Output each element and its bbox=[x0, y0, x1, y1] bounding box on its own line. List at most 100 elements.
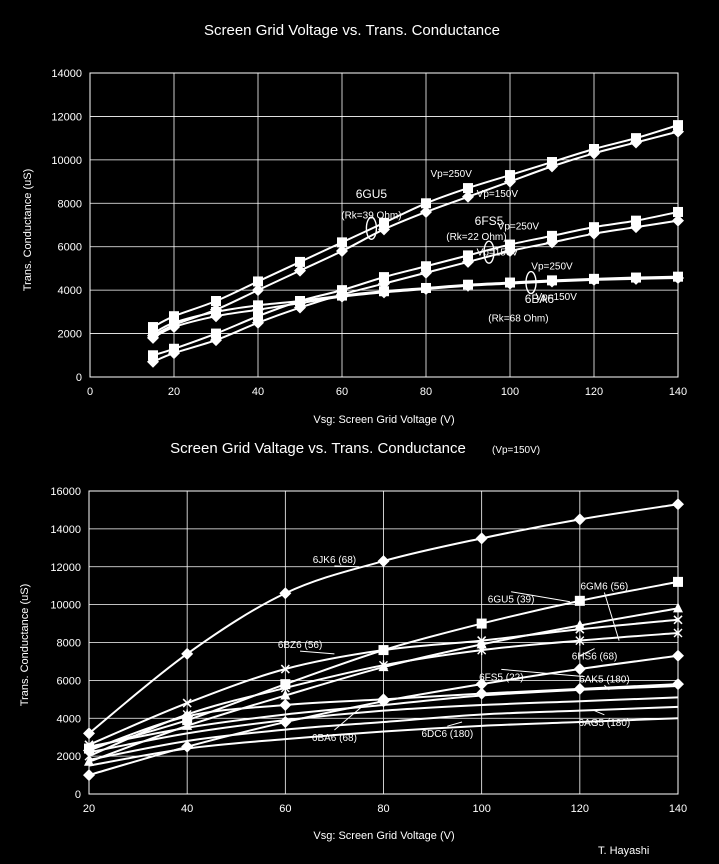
chart2-series-1-point bbox=[673, 576, 683, 587]
chart1-title: Screen Grid Voltage vs. Trans. Conductan… bbox=[204, 22, 500, 39]
chart2-series-label: 6GU5 (39) bbox=[488, 595, 535, 606]
chart1-series-5-point bbox=[588, 273, 600, 286]
chart1-series-1-point bbox=[147, 355, 159, 368]
chart2-series-label: 6DC6 (180) bbox=[421, 729, 473, 740]
chart1-x-ticks: 0 20 40 60 80 100 120 140 bbox=[87, 386, 687, 398]
chart1-series-3-point bbox=[252, 284, 264, 297]
chart2-leader-line bbox=[501, 668, 585, 678]
chart1-series-2-point bbox=[337, 237, 347, 248]
chart2-series-4-point bbox=[673, 628, 683, 639]
chart1-y-tick-label: 6000 bbox=[58, 242, 82, 254]
chart2-leader-line bbox=[603, 592, 620, 641]
chart1-series-0-point bbox=[547, 230, 557, 241]
chart2-leader-line bbox=[579, 648, 595, 657]
chart2-series-3-point bbox=[477, 636, 487, 646]
chart1-series-3-point bbox=[462, 190, 474, 203]
chart1-series-3-point bbox=[420, 205, 432, 218]
chart1-y-label: Trans. Conductance (uS) bbox=[22, 169, 34, 291]
chart2-series-10-line bbox=[88, 717, 679, 767]
chart2-series-4-point bbox=[575, 635, 585, 646]
chart1-series-5-point bbox=[294, 297, 306, 310]
chart2-x-tick-label: 140 bbox=[669, 803, 687, 815]
chart2-series-8-line bbox=[88, 696, 679, 754]
chart2-series-3-point bbox=[575, 624, 585, 634]
chart1-series-2-point bbox=[253, 276, 263, 287]
chart1-series-2-point bbox=[211, 296, 221, 306]
chart1-series-0-point bbox=[211, 328, 221, 339]
chart1-series-5-point bbox=[147, 331, 159, 344]
chart1-series-5-point bbox=[378, 286, 390, 299]
chart1-x-tick-label: 140 bbox=[669, 386, 687, 398]
chart2-series-4-point bbox=[477, 645, 487, 656]
chart1-series-0-point bbox=[148, 350, 158, 361]
chart1-series-5-point bbox=[420, 283, 432, 296]
chart1-y-tick-label: 4000 bbox=[58, 285, 82, 297]
chart2-y-tick-label: 4000 bbox=[57, 713, 81, 725]
chart1-annotation: (Rk=39 Ohm) bbox=[341, 210, 401, 221]
chart1-y-ticks: 0 2000 4000 6000 8000 10000 12000 14000 bbox=[51, 68, 82, 384]
chart1-x-tick-label: 60 bbox=[336, 386, 348, 398]
chart2-y-tick-label: 0 bbox=[75, 789, 81, 801]
chart1-annotation: (Rk=68 Ohm) bbox=[488, 314, 548, 325]
chart2-series-3-point bbox=[673, 615, 683, 625]
chart1-series-1-point bbox=[168, 347, 180, 360]
chart2-leader-line bbox=[604, 684, 610, 691]
chart1-y-tick-label: 2000 bbox=[58, 329, 82, 341]
chart2-series-5-point bbox=[573, 663, 586, 676]
chart2-series-0-point bbox=[279, 587, 292, 600]
chart2-y-label: Trans. Conductance (uS) bbox=[19, 584, 31, 706]
chart1-series-2-point bbox=[673, 120, 683, 131]
chart2-series-5-point bbox=[672, 649, 684, 662]
chart2-series-6-point bbox=[83, 744, 95, 757]
chart1-annotation: 6GU5 bbox=[356, 187, 388, 201]
chart2-y-tick-label: 6000 bbox=[57, 675, 81, 687]
chart2-series-4-point bbox=[379, 660, 388, 671]
chart1-x-tick-label: 80 bbox=[420, 386, 432, 398]
chart1-series-1-point bbox=[252, 316, 264, 329]
chart1-annotation: Vp=250V bbox=[498, 221, 540, 232]
chart2-series-3-point bbox=[280, 664, 290, 674]
chart2-series-label: 6GM6 (56) bbox=[580, 581, 628, 592]
chart2-y-tick-label: 16000 bbox=[50, 486, 81, 498]
chart2-leader-line bbox=[300, 650, 335, 655]
chart2-series-0-point bbox=[181, 647, 194, 660]
chart1-series-1-point bbox=[588, 227, 600, 240]
chart2-series-label: 6BA6 (68) bbox=[312, 733, 357, 744]
chart1-series-5-point bbox=[210, 310, 222, 323]
chart1-annotations: 6GU5 (Rk=39 Ohm) 6FS5 (Rk=22 Ohm) 6BA6 (Rk=68… bbox=[341, 169, 577, 324]
chart2-leader-line bbox=[594, 710, 605, 716]
chart2-series-2-point bbox=[476, 638, 487, 649]
chart1-series-1-point bbox=[210, 334, 222, 347]
chart2-y-tick-label: 14000 bbox=[50, 524, 81, 536]
chart1-y-tick-label: 0 bbox=[76, 372, 82, 384]
author-credit: T. Hayashi bbox=[598, 845, 649, 857]
chart2-series-7-line bbox=[88, 685, 679, 748]
chart1-x-tick-label: 120 bbox=[585, 386, 603, 398]
chart1-plot: 0 20 40 60 80 100 120 140 0 2000 4000 6000 8000 1000… bbox=[51, 68, 687, 398]
chart2-series bbox=[83, 498, 684, 782]
chart1-series-0-point bbox=[505, 239, 515, 250]
chart1-series-3-point bbox=[630, 136, 642, 149]
chart2-y-tick-label: 12000 bbox=[50, 562, 81, 574]
chart2-labels: 6JK6 (68) 6GU5 (39) 6GM6 (56) 6BZ6 (56) 6HS6… bbox=[278, 555, 630, 744]
chart1-y-tick-label: 12000 bbox=[51, 111, 82, 123]
chart2-y-tick-label: 10000 bbox=[50, 600, 81, 612]
chart2-x-tick-label: 120 bbox=[571, 803, 589, 815]
chart1-series-5-point bbox=[252, 303, 264, 316]
chart2-leader-line bbox=[447, 721, 463, 727]
chart2-y-ticks: 0 2000 4000 6000 8000 10000 12000 14000 16000 bbox=[50, 486, 81, 801]
chart2-series-label: 6AG5 (180) bbox=[579, 718, 631, 729]
chart2-x-tick-label: 20 bbox=[83, 803, 95, 815]
chart1-annotation: (Rk=22 Ohm) bbox=[446, 232, 506, 243]
chart2-series-0-point bbox=[377, 555, 390, 568]
chart2-series-2-point bbox=[280, 689, 291, 700]
chart1-series-1-point bbox=[546, 236, 558, 249]
chart2-leader-line bbox=[334, 565, 359, 568]
chart2-y-tick-label: 8000 bbox=[57, 638, 81, 650]
chart2-x-ticks: 20 40 60 80 100 120 140 bbox=[83, 803, 687, 815]
chart1-series-3-point bbox=[588, 147, 600, 160]
chart1-x-tick-label: 0 bbox=[87, 386, 93, 398]
chart1-series-1-point bbox=[504, 245, 516, 258]
chart1-annotation: Vp=250V bbox=[430, 169, 472, 180]
chart1-series-2-point bbox=[379, 217, 389, 228]
